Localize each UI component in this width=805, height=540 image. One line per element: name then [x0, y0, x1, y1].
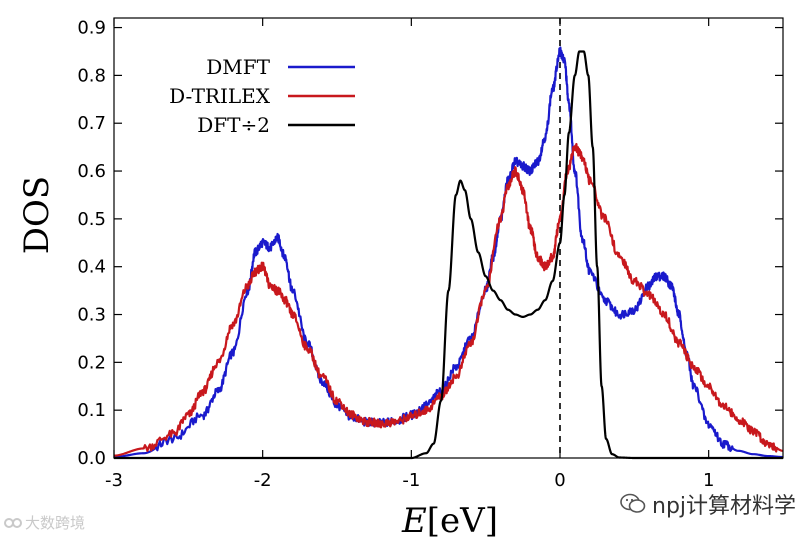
- x-tick-label: -1: [402, 470, 420, 491]
- watermark-left-text: 大数跨境: [25, 512, 85, 533]
- y-tick-label: 0.1: [77, 400, 106, 421]
- watermark-left: 大数跨境: [4, 512, 85, 533]
- dos-chart: 0.00.10.20.30.40.50.60.70.80.9-3 -2 -1 0 1 D…: [0, 0, 805, 540]
- y-tick-label: 0.9: [77, 18, 106, 39]
- legend-label: DFT÷2: [197, 113, 270, 137]
- x-axis-label: E[eV]: [401, 501, 498, 540]
- series-layer: [114, 47, 783, 458]
- x-axis-label-variable: E: [401, 501, 427, 540]
- x-tick-label: 0: [554, 470, 565, 491]
- y-tick-label: 0.0: [77, 448, 106, 469]
- watermark-right-text: npj计算材料学: [652, 488, 796, 520]
- x-tick-label: -2: [254, 470, 272, 491]
- x-tick-label: -3: [105, 470, 123, 491]
- y-tick-label: 0.4: [77, 257, 106, 278]
- series-line-d-trilex: [114, 144, 783, 456]
- wechat-icon: [620, 493, 646, 515]
- watermark-right: npj计算材料学: [620, 488, 796, 520]
- y-tick-label: 0.2: [77, 352, 106, 373]
- y-tick-label: 0.3: [77, 305, 106, 326]
- x-axis-label-unit: [eV]: [427, 501, 498, 540]
- y-tick-label: 0.7: [77, 113, 106, 134]
- y-tick-label: 0.8: [77, 65, 106, 86]
- chain-link-icon: [4, 516, 22, 530]
- legend-label: DMFT: [206, 55, 270, 79]
- legend: DMFT D-TRILEX DFT÷2: [169, 55, 355, 137]
- y-tick-label: 0.5: [77, 209, 106, 230]
- legend-label: D-TRILEX: [169, 84, 271, 108]
- y-tick-label: 0.6: [77, 161, 106, 182]
- y-axis-label: DOS: [17, 176, 57, 254]
- series-line-dmft: [114, 47, 783, 457]
